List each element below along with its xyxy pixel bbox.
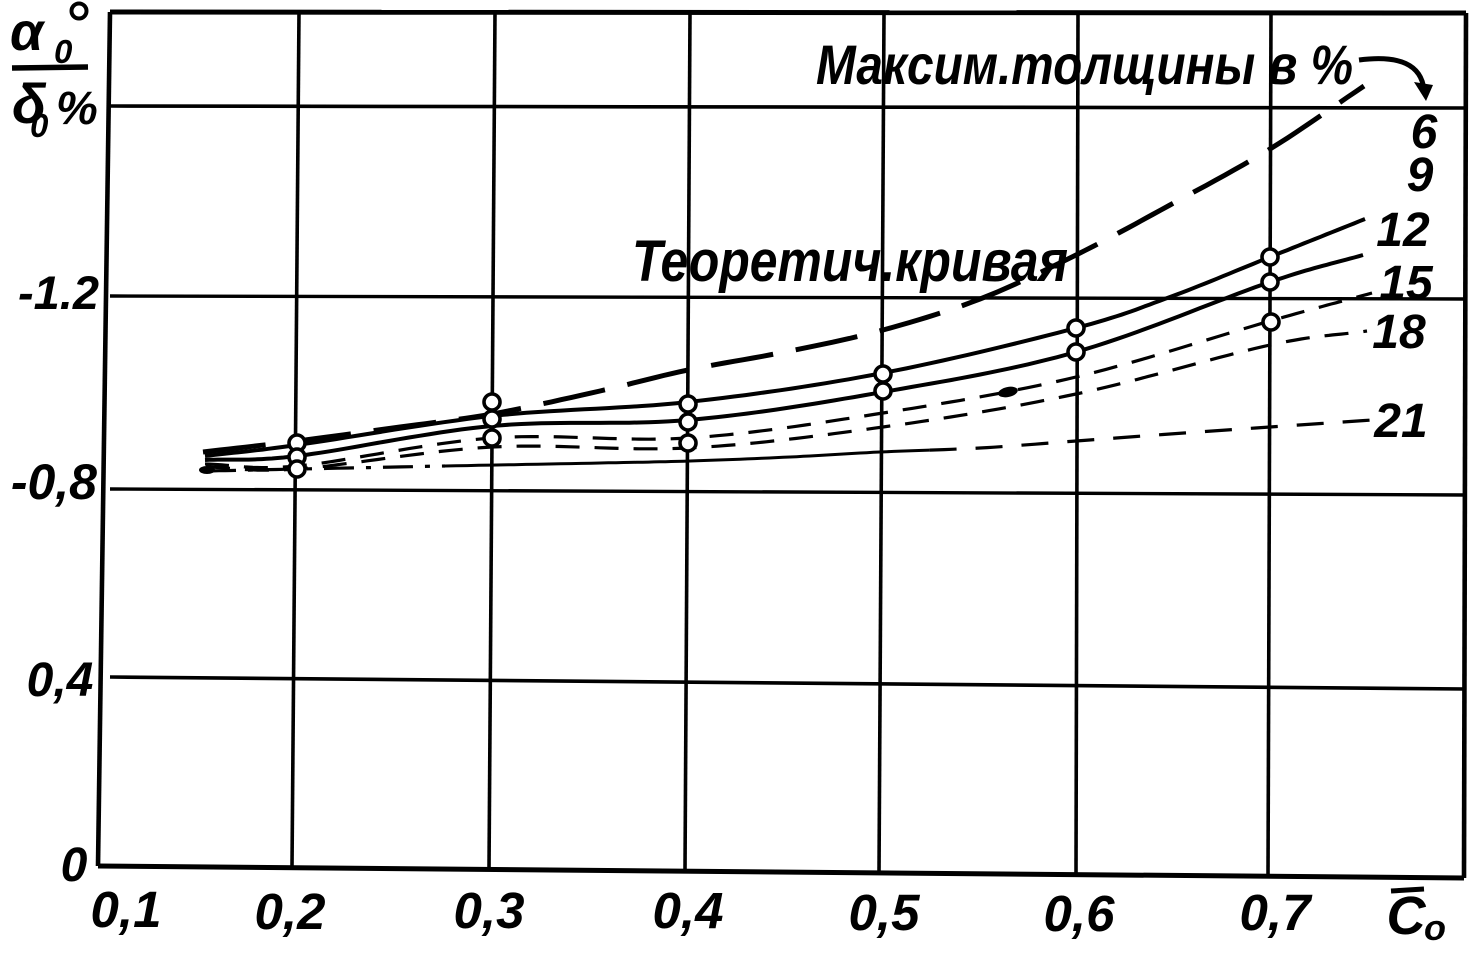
svg-text:α: α bbox=[10, 2, 46, 62]
svg-text:6: 6 bbox=[1411, 106, 1438, 159]
svg-text:0,5: 0,5 bbox=[849, 884, 921, 941]
svg-text:0,2: 0,2 bbox=[255, 883, 326, 940]
svg-text:δ: δ bbox=[12, 72, 47, 135]
svg-text:Максим.толщины в %: Максим.толщины в % bbox=[816, 33, 1353, 96]
svg-text:%: % bbox=[56, 81, 98, 134]
svg-text:15: 15 bbox=[1379, 257, 1434, 310]
svg-text:0,7: 0,7 bbox=[1240, 884, 1314, 941]
svg-text:-0,8: -0,8 bbox=[11, 454, 97, 510]
svg-text:0: 0 bbox=[61, 839, 88, 892]
svg-text:21: 21 bbox=[1373, 395, 1427, 448]
svg-text:0: 0 bbox=[30, 107, 49, 144]
svg-text:-1.2: -1.2 bbox=[18, 266, 99, 319]
svg-text:0,3: 0,3 bbox=[454, 882, 525, 939]
svg-text:18: 18 bbox=[1372, 306, 1426, 359]
svg-text:0,1: 0,1 bbox=[91, 881, 162, 938]
svg-text:9: 9 bbox=[1407, 149, 1434, 202]
svg-text:0,4: 0,4 bbox=[653, 882, 724, 939]
svg-text:0,4: 0,4 bbox=[27, 654, 94, 707]
svg-text:Теоретич.кривая: Теоретич.кривая bbox=[632, 229, 1068, 294]
svg-text:0,6: 0,6 bbox=[1044, 885, 1116, 942]
svg-text:C: C bbox=[1387, 886, 1427, 946]
svg-text:0: 0 bbox=[54, 33, 73, 70]
svg-text:12: 12 bbox=[1376, 204, 1430, 257]
svg-text:o: o bbox=[1424, 907, 1446, 948]
